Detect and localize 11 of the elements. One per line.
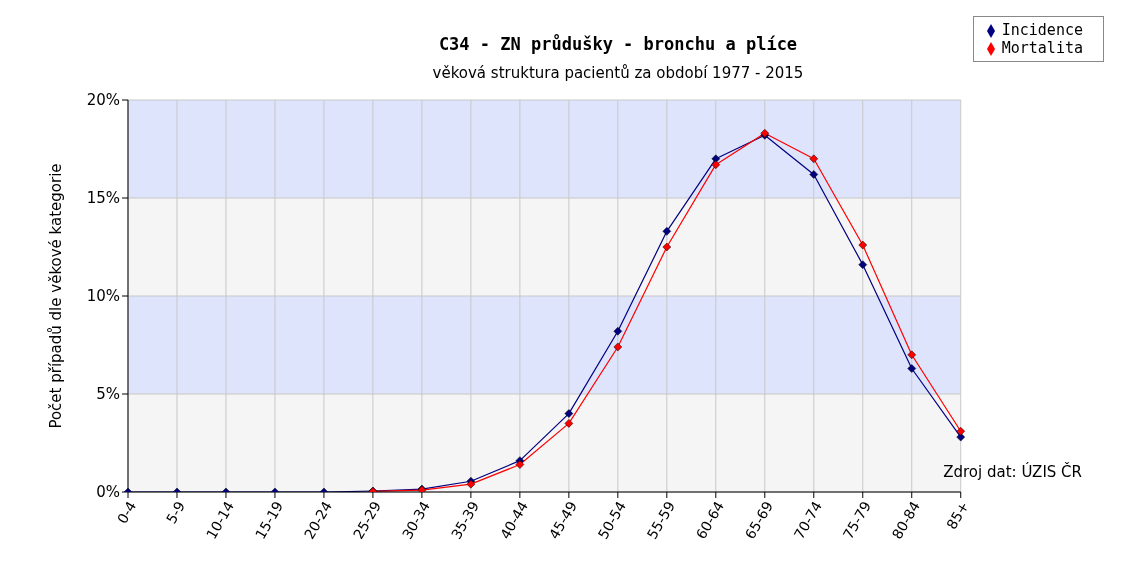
y-tick-label: 5% — [96, 385, 120, 404]
y-tick-label: 15% — [86, 189, 120, 208]
legend-label: Incidence — [1001, 21, 1083, 39]
annotation: Zdroj dat: ÚZIS ČR — [943, 463, 1082, 481]
y-tick-label: 20% — [86, 91, 120, 110]
chart-subtitle: věková struktura pacientů za období 1977 - 2015 — [431, 64, 805, 82]
y-tick-label: 10% — [86, 287, 120, 306]
legend-label: Mortalita — [1001, 39, 1083, 57]
chart-title: C34 - ZN průdušky - bronchu a plíce — [438, 34, 798, 54]
y-axis-title: Počet případů dle věkové kategorie — [47, 163, 66, 429]
x-tick-label: 5-9 — [162, 498, 189, 527]
